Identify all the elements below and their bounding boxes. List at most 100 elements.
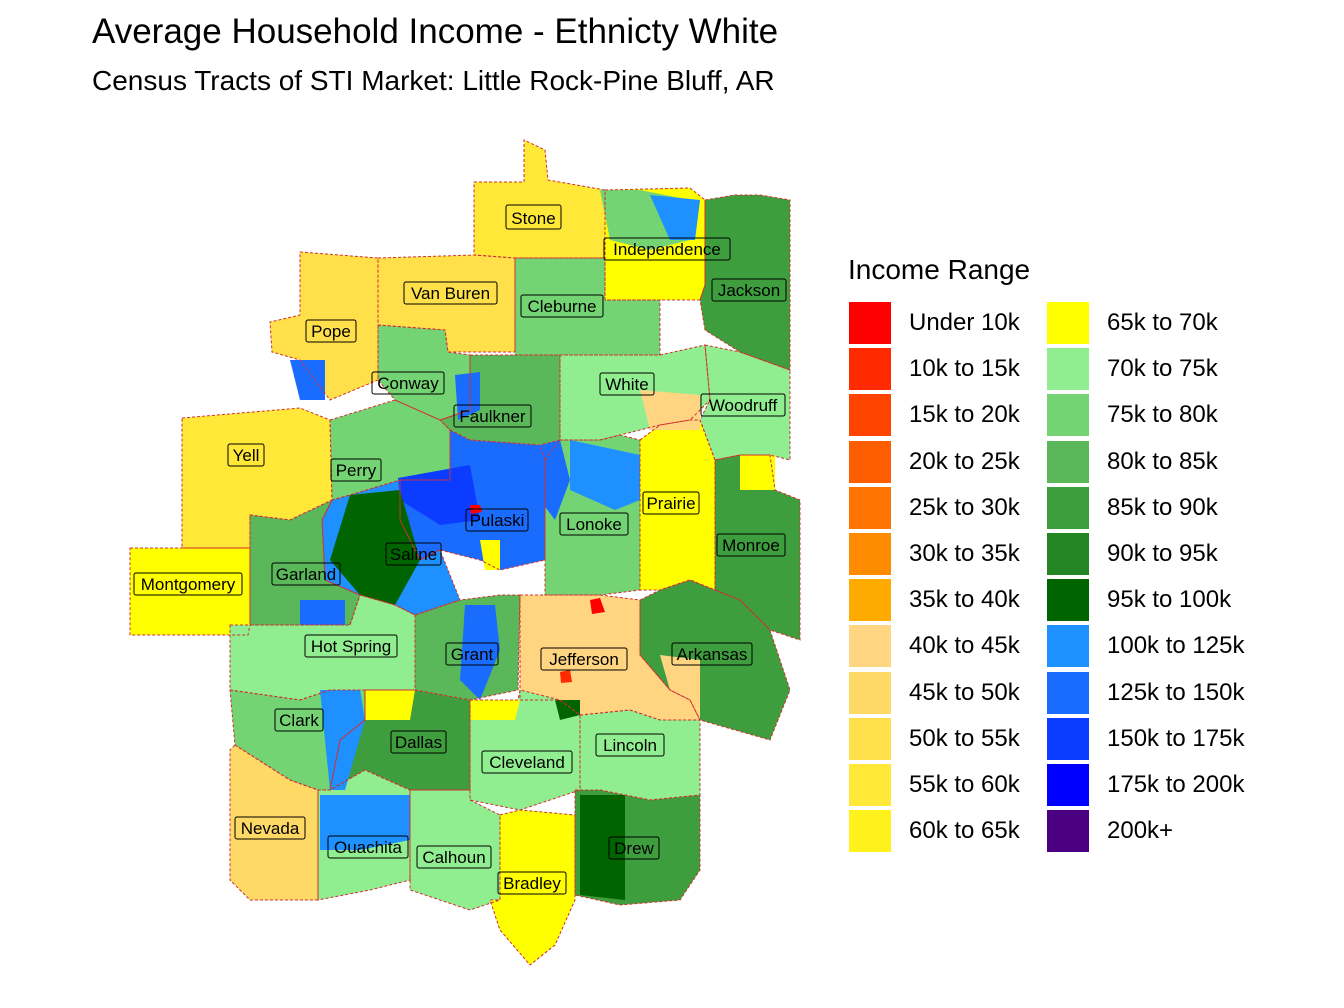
county-boundary (544, 434, 641, 596)
legend-label: 15k to 20k (909, 401, 1020, 429)
legend-swatch (849, 302, 891, 344)
county-label-text: Pulaski (470, 511, 525, 530)
county-boundary (414, 594, 521, 701)
county-label-box (608, 836, 660, 860)
tract-area (540, 440, 570, 520)
county-label: Cleveland (481, 750, 573, 774)
legend-swatch (1047, 625, 1089, 668)
legend-swatch (1047, 717, 1089, 760)
county-area (410, 790, 500, 910)
county-label: Cleburne (520, 294, 604, 318)
legend-label: 10k to 15k (909, 355, 1020, 383)
legend-swatch (1047, 394, 1089, 437)
county-boundary (409, 789, 501, 911)
legend-swatch (1047, 348, 1089, 391)
legend-label: 95k to 100k (1107, 586, 1232, 614)
legend-item: 30k to 35k (848, 531, 1058, 577)
legend-swatch (849, 348, 891, 391)
county-label-box (671, 642, 753, 666)
county-area (640, 580, 790, 740)
county-label-text: Cleveland (489, 753, 565, 772)
legend-label: 45k to 50k (909, 678, 1020, 706)
county-label-text: Bradley (503, 874, 561, 893)
county-label-box (371, 371, 445, 395)
county-label-text: Conway (377, 374, 439, 393)
legend-label: 80k to 85k (1107, 447, 1218, 475)
county-label-text: Monroe (722, 536, 780, 555)
county-label-box (445, 642, 499, 666)
legend-label: 70k to 75k (1107, 355, 1218, 383)
legend-item: 65k to 70k (1046, 300, 1256, 346)
legend-swatch (1047, 302, 1089, 344)
county-label: Jackson (711, 278, 787, 302)
county-label-text: Hot Spring (311, 637, 391, 656)
county-label: Jefferson (540, 647, 628, 671)
county-boundary (129, 547, 251, 636)
county-label: White (599, 372, 655, 396)
county-label: Dallas (390, 730, 447, 754)
legend-item: 15k to 20k (848, 392, 1058, 438)
tract-area (365, 690, 415, 720)
tract-area (470, 700, 520, 720)
tract-area (558, 600, 640, 650)
county-label: Yell (227, 443, 265, 467)
county-label: Stone (505, 204, 562, 230)
county-area (270, 252, 378, 400)
county-label: Ouachita (327, 835, 409, 859)
county-label-text: Dallas (395, 733, 442, 752)
county-label-box (540, 647, 628, 671)
county-label: Van Buren (403, 281, 498, 305)
county-label-box (234, 816, 306, 840)
county-label: Drew (608, 836, 660, 860)
county-label-box (497, 871, 567, 895)
county-label-text: Cleburne (528, 297, 597, 316)
legend-swatch (1047, 532, 1089, 575)
county-label-text: Saline (390, 545, 437, 564)
county-label: Montgomery (133, 572, 243, 596)
county-boundary (639, 419, 716, 591)
legend: Income Range Under 10k 10k to 15k 15k to 2… (848, 252, 1288, 862)
map-subtitle: Census Tracts of STI Market: Little Rock… (92, 65, 775, 96)
county-label-box (642, 491, 700, 515)
legend-item: 95k to 100k (1046, 577, 1256, 623)
county-label-box (700, 393, 786, 417)
legend-label: 40k to 45k (909, 632, 1020, 660)
county-label-box (599, 372, 655, 396)
county-label-text: Ouachita (334, 838, 403, 857)
county-label-box (304, 634, 398, 658)
tract-area (740, 455, 775, 490)
legend-swatch (849, 440, 891, 483)
county-label: Nevada (234, 816, 306, 840)
legend-item: 175k to 200k (1046, 762, 1256, 808)
county-label-text: Yell (233, 446, 260, 465)
county-label-box (305, 319, 357, 343)
legend-item: 70k to 75k (1046, 346, 1256, 392)
legend-column-2: 65k to 70k 70k to 75k 75k to 80k 80k to 85k… (1046, 300, 1256, 854)
county-label-text: Lincoln (603, 736, 657, 755)
county-boundary (699, 344, 791, 461)
legend-label: 65k to 70k (1107, 309, 1218, 336)
tract-area (570, 440, 640, 510)
county-boundary (249, 498, 361, 626)
legend-item: 45k to 50k (848, 670, 1058, 716)
legend-label: 35k to 40k (909, 586, 1020, 614)
county-label-box (559, 512, 629, 536)
county-label: Grant (445, 642, 499, 666)
tract-area (705, 300, 790, 370)
legend-column-1: Under 10k 10k to 15k 15k to 20k 20k to 25k 2… (848, 300, 1058, 854)
legend-swatch (849, 625, 891, 668)
county-label-text: Lonoke (566, 515, 622, 534)
county-label-text: Jackson (718, 281, 780, 300)
county-label: Saline (385, 542, 442, 566)
legend-label: 200k+ (1107, 817, 1174, 845)
county-area (520, 595, 700, 720)
county-boundary (269, 251, 379, 401)
county-label-text: Garland (276, 565, 336, 584)
legend-item: 55k to 60k (848, 762, 1058, 808)
legend-swatch (1047, 763, 1089, 806)
county-label: Garland (271, 562, 341, 586)
county-label-box (453, 404, 532, 428)
legend-label: 125k to 150k (1107, 678, 1245, 706)
county-label-text: Van Buren (411, 284, 490, 303)
